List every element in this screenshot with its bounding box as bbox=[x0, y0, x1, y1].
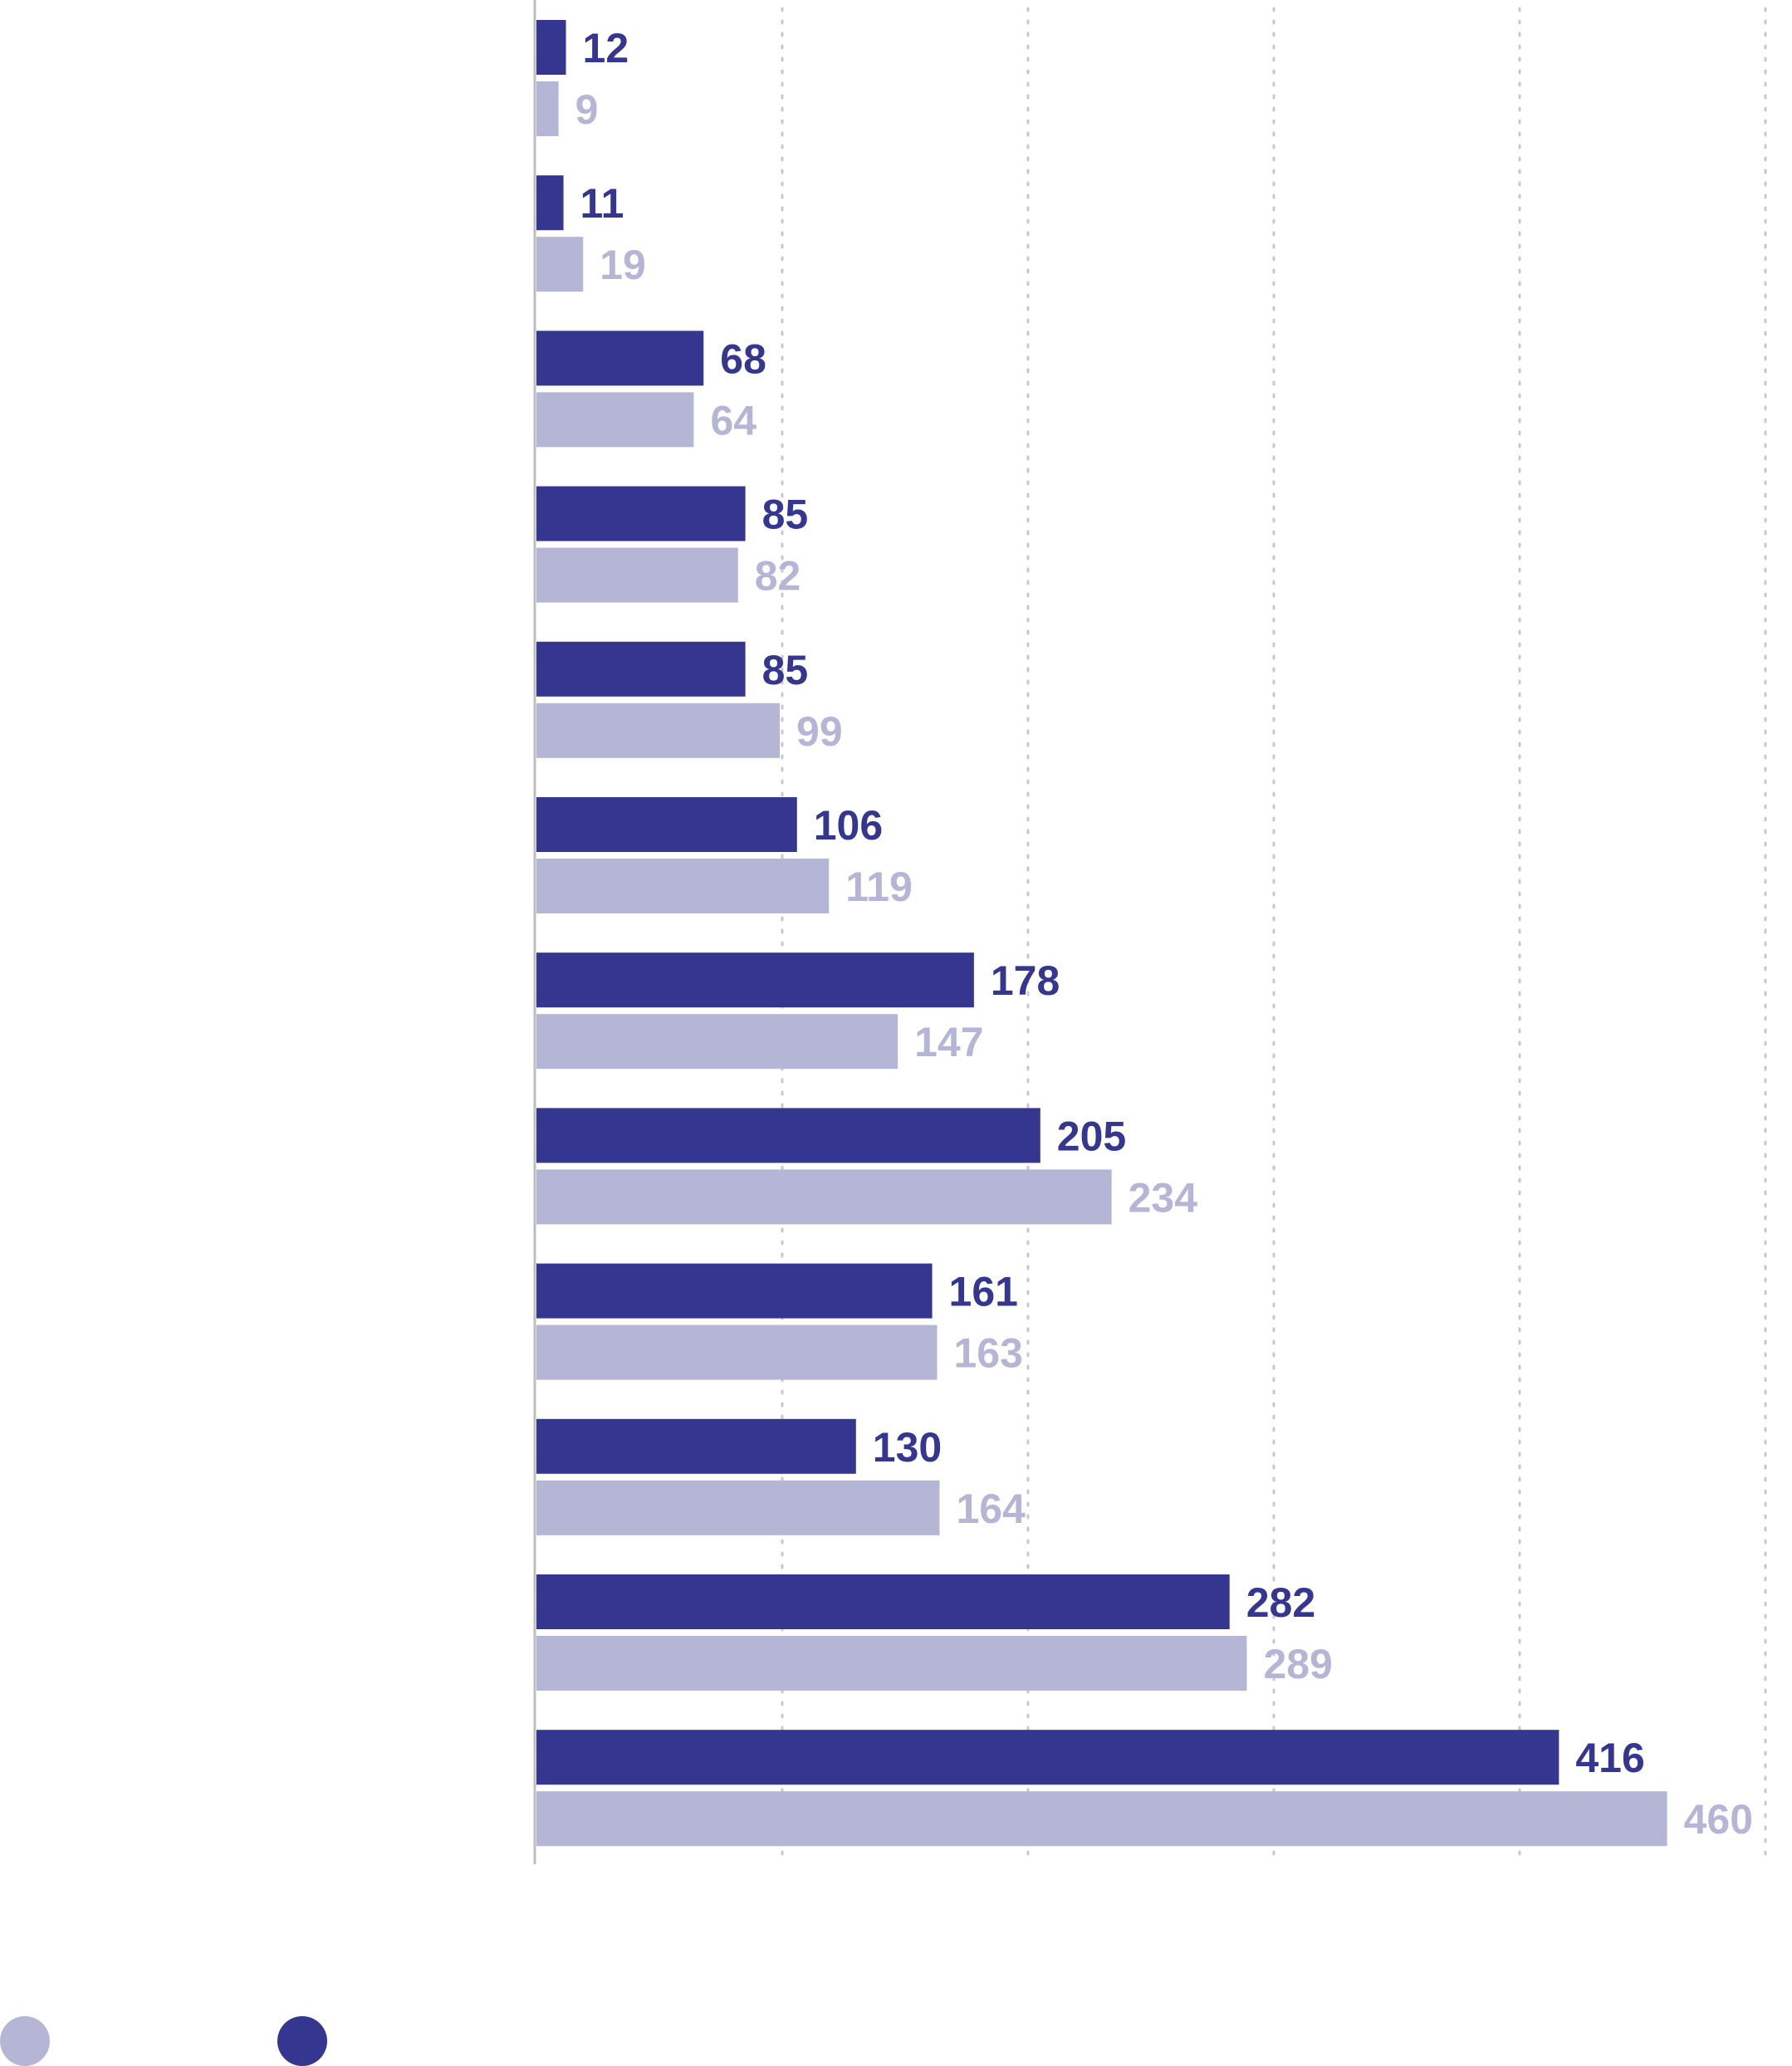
value-label-light: 289 bbox=[1263, 1641, 1332, 1687]
bar-dark bbox=[536, 1574, 1230, 1629]
value-label-light: 147 bbox=[914, 1019, 983, 1065]
bar-dark bbox=[536, 952, 974, 1008]
bar-dark bbox=[536, 1730, 1559, 1785]
bar-light bbox=[536, 859, 830, 913]
bar-dark bbox=[536, 330, 704, 386]
bar-light bbox=[536, 547, 738, 603]
bar-dark bbox=[536, 1108, 1040, 1163]
value-label-light: 9 bbox=[575, 86, 599, 133]
value-label-light: 99 bbox=[796, 708, 843, 755]
value-label-dark: 12 bbox=[583, 25, 629, 71]
bar-light bbox=[536, 703, 781, 758]
legend bbox=[0, 2016, 327, 2066]
bars bbox=[536, 20, 1667, 1847]
bar-dark bbox=[536, 797, 797, 852]
value-label-light: 164 bbox=[956, 1486, 1026, 1532]
bar-light bbox=[536, 1791, 1667, 1847]
bar-dark bbox=[536, 641, 746, 697]
value-label-dark: 85 bbox=[762, 492, 809, 538]
value-label-dark: 130 bbox=[873, 1424, 942, 1471]
value-label-dark: 68 bbox=[720, 335, 766, 382]
bar-light bbox=[536, 237, 584, 292]
value-label-dark: 205 bbox=[1057, 1113, 1126, 1159]
value-label-dark: 11 bbox=[580, 180, 624, 227]
value-label-light: 163 bbox=[953, 1330, 1022, 1377]
bar-light bbox=[536, 81, 559, 136]
bar-light bbox=[536, 1636, 1247, 1691]
value-label-light: 82 bbox=[755, 553, 801, 600]
value-label-light: 460 bbox=[1684, 1796, 1753, 1843]
value-label-light: 119 bbox=[845, 864, 913, 910]
bar-dark bbox=[536, 20, 566, 75]
data-labels: 12 11 68 85 85 106 178 205 161 130 282 416 9 19 64 82 99… bbox=[575, 25, 1753, 1843]
bar-light bbox=[536, 1480, 940, 1535]
bar-dark bbox=[536, 1263, 933, 1319]
value-label-dark: 106 bbox=[814, 802, 883, 849]
value-label-dark: 178 bbox=[991, 957, 1060, 1004]
value-label-light: 234 bbox=[1129, 1174, 1198, 1221]
value-label-light: 64 bbox=[710, 397, 756, 443]
value-label-light: 19 bbox=[600, 242, 646, 288]
value-label-dark: 282 bbox=[1246, 1579, 1315, 1626]
legend-swatch-dark bbox=[277, 2016, 327, 2066]
legend-swatch-light bbox=[0, 2016, 50, 2066]
value-label-dark: 416 bbox=[1575, 1735, 1644, 1781]
gridlines bbox=[533, 0, 1767, 1866]
value-label-dark: 161 bbox=[949, 1269, 1018, 1315]
bar-dark bbox=[536, 175, 564, 231]
bar-dark bbox=[536, 1418, 856, 1474]
bar-dark bbox=[536, 486, 746, 541]
bar-light bbox=[536, 1324, 938, 1380]
value-label-dark: 85 bbox=[762, 647, 809, 693]
bar-light bbox=[536, 1014, 898, 1070]
bar-light bbox=[536, 392, 694, 448]
bar-light bbox=[536, 1169, 1112, 1225]
